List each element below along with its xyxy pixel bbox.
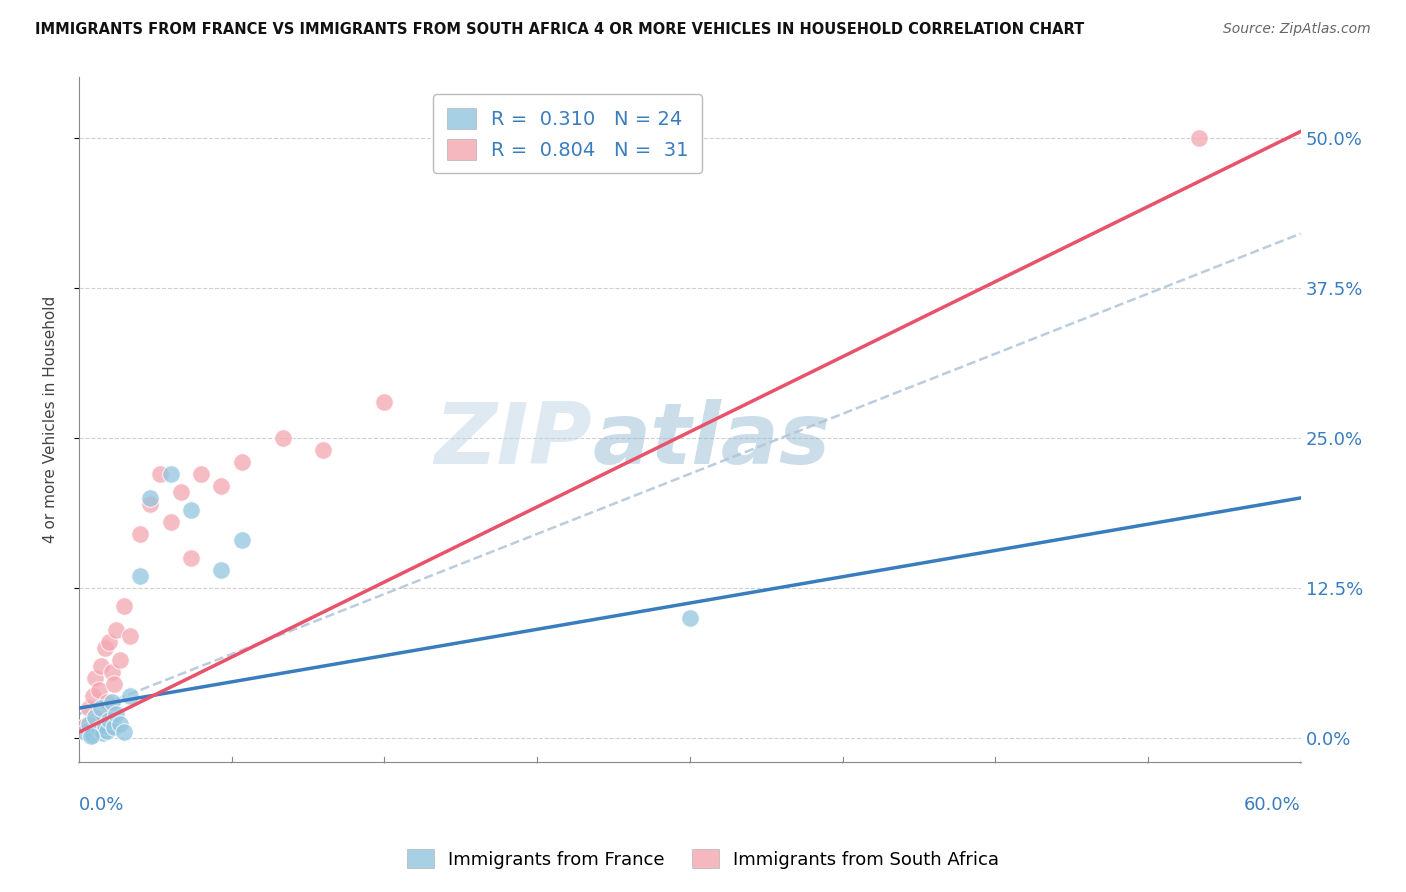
Point	[96, 695, 118, 709]
Point	[103, 720, 125, 734]
Text: ZIP: ZIP	[434, 399, 592, 482]
Text: atlas: atlas	[592, 399, 830, 482]
Point	[139, 497, 162, 511]
Point	[73, 725, 96, 739]
Point	[84, 709, 107, 723]
Legend: R =  0.310   N = 24, R =  0.804   N =  31: R = 0.310 N = 24, R = 0.804 N = 31	[433, 94, 703, 173]
Point	[82, 728, 104, 742]
Point	[149, 467, 172, 481]
Point	[112, 725, 135, 739]
Point	[271, 431, 294, 445]
Point	[100, 665, 122, 679]
Point	[190, 467, 212, 481]
Text: 0.0%: 0.0%	[79, 797, 124, 814]
Point	[80, 729, 103, 743]
Point	[112, 599, 135, 613]
Legend: Immigrants from France, Immigrants from South Africa: Immigrants from France, Immigrants from …	[399, 842, 1007, 876]
Point	[93, 726, 115, 740]
Point	[98, 713, 121, 727]
Point	[108, 653, 131, 667]
Point	[211, 563, 233, 577]
Point	[103, 677, 125, 691]
Point	[231, 455, 253, 469]
Point	[118, 689, 141, 703]
Text: 60.0%: 60.0%	[1244, 797, 1301, 814]
Point	[373, 394, 395, 409]
Point	[159, 467, 181, 481]
Point	[94, 719, 117, 733]
Point	[100, 695, 122, 709]
Point	[180, 551, 202, 566]
Point	[139, 491, 162, 505]
Point	[118, 629, 141, 643]
Point	[129, 527, 152, 541]
Point	[98, 635, 121, 649]
Point	[312, 442, 335, 457]
Point	[73, 719, 96, 733]
Point	[90, 659, 112, 673]
Text: Source: ZipAtlas.com: Source: ZipAtlas.com	[1223, 22, 1371, 37]
Point	[77, 716, 100, 731]
Point	[108, 716, 131, 731]
Point	[170, 484, 193, 499]
Point	[94, 641, 117, 656]
Text: IMMIGRANTS FROM FRANCE VS IMMIGRANTS FROM SOUTH AFRICA 4 OR MORE VEHICLES IN HOU: IMMIGRANTS FROM FRANCE VS IMMIGRANTS FRO…	[35, 22, 1084, 37]
Point	[77, 701, 100, 715]
Point	[231, 533, 253, 547]
Point	[104, 707, 127, 722]
Point	[1188, 130, 1211, 145]
Point	[104, 623, 127, 637]
Point	[89, 683, 111, 698]
Point	[679, 611, 702, 625]
Point	[90, 701, 112, 715]
Point	[86, 713, 108, 727]
Point	[96, 723, 118, 738]
Point	[129, 569, 152, 583]
Point	[80, 722, 103, 736]
Point	[82, 689, 104, 703]
Point	[159, 515, 181, 529]
Point	[180, 503, 202, 517]
Point	[89, 722, 111, 736]
Point	[93, 707, 115, 722]
Point	[84, 671, 107, 685]
Y-axis label: 4 or more Vehicles in Household: 4 or more Vehicles in Household	[44, 296, 58, 543]
Point	[211, 479, 233, 493]
